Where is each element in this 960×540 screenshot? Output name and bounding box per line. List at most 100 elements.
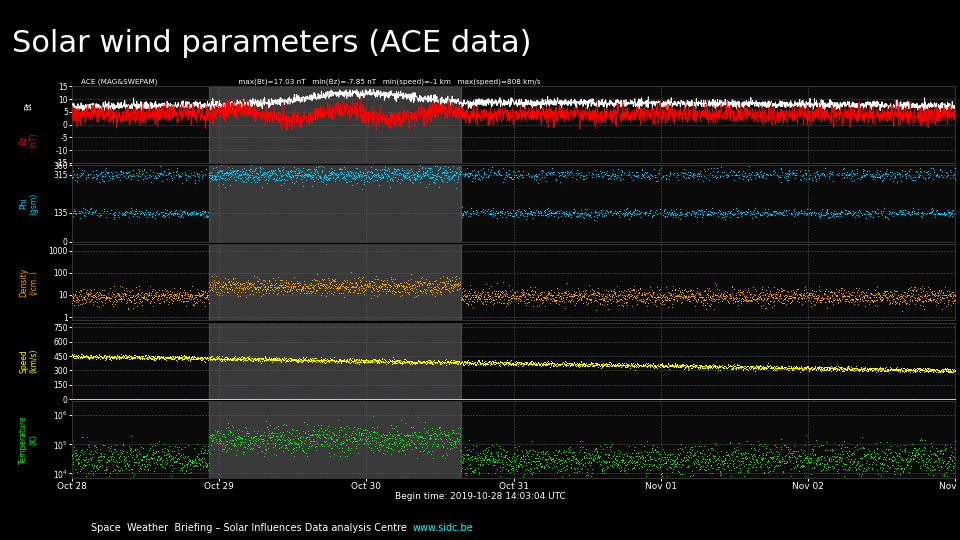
Point (661, 172, 677, 180)
Point (708, 290, 724, 299)
Point (200, 394, 215, 403)
Point (331, 426, 347, 435)
Point (655, 395, 670, 403)
Point (850, 395, 865, 403)
Point (813, 365, 828, 374)
Point (162, 208, 178, 217)
Point (326, 357, 342, 366)
Point (705, 395, 720, 403)
Point (348, 429, 363, 438)
Point (424, 357, 440, 366)
Point (362, 282, 377, 291)
Point (555, 463, 570, 472)
Point (484, 457, 499, 465)
Point (320, 395, 335, 403)
Point (140, 295, 156, 303)
Point (535, 293, 550, 302)
Point (555, 362, 570, 370)
Point (906, 395, 922, 403)
Point (228, 356, 244, 364)
Point (712, 471, 728, 480)
Point (305, 355, 321, 364)
Point (96, 291, 111, 299)
Point (926, 395, 942, 403)
Point (284, 178, 300, 186)
Point (312, 278, 327, 287)
Point (150, 288, 165, 296)
Point (97, 296, 112, 305)
Point (685, 394, 701, 403)
Point (294, 174, 309, 183)
Point (297, 447, 312, 456)
Point (180, 394, 196, 403)
Point (274, 357, 289, 366)
Point (841, 395, 856, 403)
Point (172, 289, 187, 298)
Point (71, 298, 86, 306)
Point (570, 362, 586, 371)
Point (540, 286, 556, 295)
Point (569, 166, 585, 174)
Point (396, 283, 411, 292)
Point (543, 208, 559, 217)
Point (329, 172, 345, 181)
Point (296, 172, 311, 180)
Point (370, 357, 385, 366)
Point (846, 364, 861, 373)
Point (697, 449, 712, 458)
Point (907, 451, 923, 460)
Point (793, 395, 808, 403)
Point (303, 167, 319, 176)
Point (177, 354, 192, 362)
Point (192, 394, 207, 403)
Point (386, 395, 401, 403)
Point (875, 366, 890, 375)
Point (831, 168, 847, 177)
Point (416, 357, 431, 366)
Point (774, 287, 789, 296)
Point (211, 175, 227, 184)
Point (266, 175, 281, 184)
Point (257, 285, 273, 293)
Point (314, 421, 329, 429)
Point (783, 394, 799, 403)
Point (240, 275, 255, 284)
Point (273, 395, 288, 403)
Point (219, 281, 234, 289)
Point (767, 207, 782, 215)
Point (375, 280, 391, 288)
Point (666, 361, 682, 370)
Point (749, 213, 764, 222)
Point (292, 394, 307, 403)
Point (355, 395, 371, 403)
Point (271, 355, 286, 364)
Point (490, 451, 505, 460)
Point (153, 352, 168, 361)
Point (749, 394, 764, 403)
Point (315, 395, 330, 403)
Point (827, 289, 842, 298)
Point (520, 395, 536, 403)
Point (551, 395, 566, 403)
Point (796, 286, 811, 295)
Point (943, 211, 958, 219)
Point (540, 446, 555, 455)
Point (594, 395, 610, 403)
Point (887, 365, 902, 374)
Point (558, 466, 573, 475)
Point (594, 395, 610, 403)
Point (428, 285, 444, 293)
Point (498, 171, 514, 179)
Point (650, 455, 665, 463)
Point (314, 356, 329, 365)
Point (302, 395, 318, 403)
Point (784, 395, 800, 403)
Point (434, 359, 449, 367)
Point (498, 287, 514, 295)
Point (583, 395, 598, 403)
Point (726, 458, 741, 467)
Point (647, 395, 662, 403)
Point (121, 305, 136, 313)
Point (730, 362, 745, 371)
Point (550, 212, 565, 221)
